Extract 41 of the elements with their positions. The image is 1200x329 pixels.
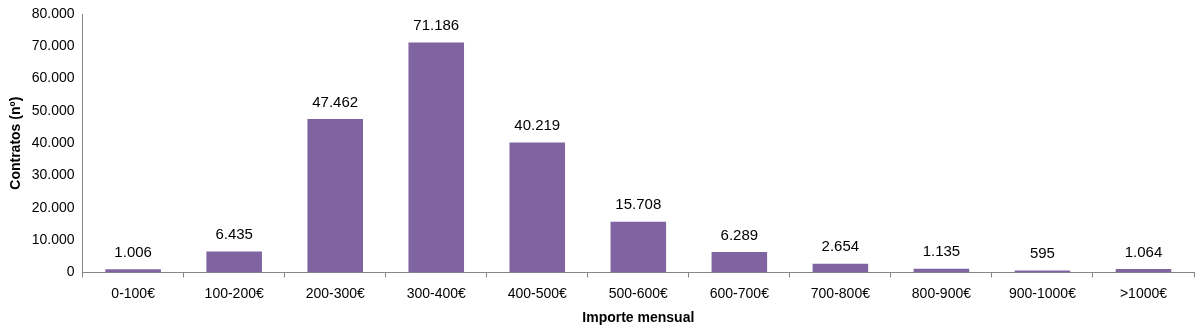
x-tick-label: 300-400€ xyxy=(406,284,467,301)
data-label: 1.006 xyxy=(114,242,152,260)
y-tick-label: 30.000 xyxy=(31,166,75,183)
bar xyxy=(206,251,262,273)
data-label: 1.135 xyxy=(922,242,961,260)
data-label: 71.186 xyxy=(413,16,460,34)
x-tick-label: 0-100€ xyxy=(111,284,156,301)
x-tick-label: 500-600€ xyxy=(608,284,669,301)
bar xyxy=(812,263,869,273)
y-tick-label: 10.000 xyxy=(31,230,75,247)
bar xyxy=(307,119,363,273)
x-tick-label: >1000€ xyxy=(1119,284,1168,301)
x-tick-label: 200-300€ xyxy=(305,284,365,301)
bar xyxy=(509,142,566,273)
y-tick-label: 70.000 xyxy=(31,37,75,54)
x-tick-label: 900-1000€ xyxy=(1008,284,1077,301)
y-axis-title: Contratos (nº) xyxy=(7,96,24,190)
y-tick-label: 80.000 xyxy=(31,4,75,21)
x-tick-label: 600-700€ xyxy=(709,284,770,301)
x-axis-title: Importe mensual xyxy=(582,309,695,326)
x-tick-label: 700-800€ xyxy=(810,284,871,301)
data-label: 47.462 xyxy=(312,92,359,110)
data-label: 15.708 xyxy=(615,195,662,213)
y-tick-label: 50.000 xyxy=(31,101,75,118)
y-tick-label: 0 xyxy=(66,263,75,280)
data-label: 40.219 xyxy=(514,116,561,134)
y-tick-label: 60.000 xyxy=(31,69,75,86)
bar xyxy=(610,221,667,273)
data-label: 6.435 xyxy=(215,225,253,243)
bar xyxy=(408,42,465,273)
bar xyxy=(105,269,161,273)
data-label: 1.064 xyxy=(1124,242,1163,260)
x-tick-label: 800-900€ xyxy=(911,284,972,301)
data-label: 595 xyxy=(1029,244,1055,262)
y-tick-label: 40.000 xyxy=(31,134,75,151)
data-label: 6.289 xyxy=(720,225,759,243)
bar xyxy=(711,252,768,273)
x-tick-label: 100-200€ xyxy=(204,284,264,301)
x-tick-label: 400-500€ xyxy=(507,284,568,301)
data-label: 2.654 xyxy=(821,237,860,255)
y-tick-label: 20.000 xyxy=(31,198,75,215)
